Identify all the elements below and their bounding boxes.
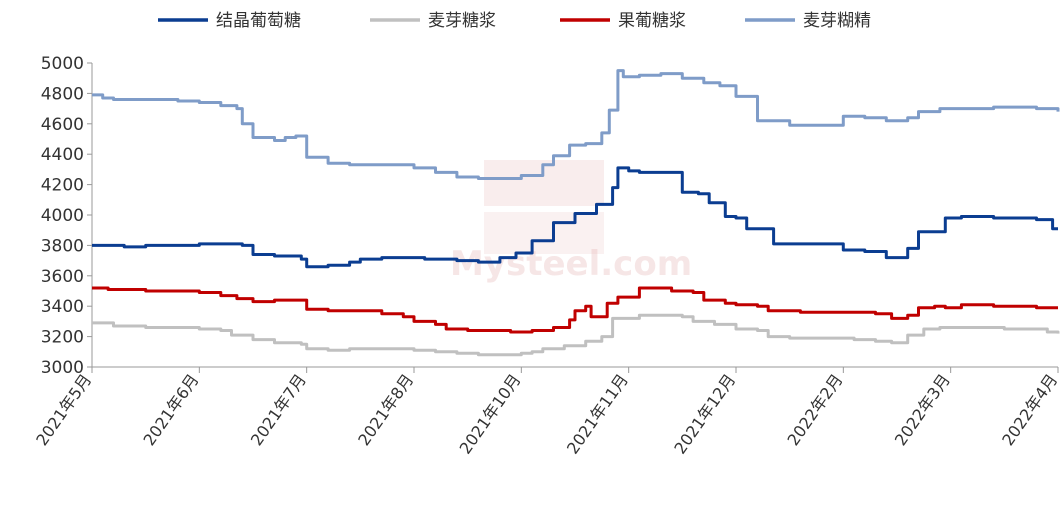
series-line-1 <box>92 313 1060 357</box>
x-tick-label: 2021年10月 <box>456 370 525 457</box>
series-group <box>92 69 1060 357</box>
y-tick-label: 3000 <box>41 358 84 378</box>
y-tick-label: 3400 <box>41 297 84 317</box>
x-tick-label: 2021年5月 <box>32 370 95 449</box>
legend-label-0: 结晶葡萄糖 <box>216 11 301 31</box>
x-axis: 2021年5月 2021年6月 2021年7月 2021年8月 2021年10月 2021… <box>32 366 1061 458</box>
series-line-2 <box>92 286 1058 334</box>
y-tick-label: 3600 <box>41 267 84 287</box>
series-line-0 <box>92 166 1058 269</box>
y-tick-label: 5000 <box>41 54 84 74</box>
x-tick-label: 2021年12月 <box>670 370 739 457</box>
y-tick-label: 4200 <box>41 176 84 196</box>
legend-label-2: 果葡糖浆 <box>618 11 686 31</box>
y-axis: 3000 3200 3400 3600 3800 4000 4200 4400 4600 4800… <box>41 54 93 378</box>
x-tick-label: 2021年6月 <box>139 370 202 449</box>
legend-label-1: 麦芽糖浆 <box>428 11 496 31</box>
legend: 结晶葡萄糖 麦芽糖浆 果葡糖浆 麦芽糊精 <box>158 11 871 31</box>
x-tick-label: 2022年3月 <box>891 370 954 449</box>
x-tick-label: 2022年4月 <box>998 370 1061 449</box>
y-tick-label: 4000 <box>41 206 84 226</box>
series-line-3 <box>92 69 1060 180</box>
x-tick-label: 2021年8月 <box>354 370 417 449</box>
y-tick-label: 3800 <box>41 236 84 256</box>
watermark-text: Mysteel.com <box>450 244 692 284</box>
x-tick-label: 2021年7月 <box>247 370 310 449</box>
legend-label-3: 麦芽糊精 <box>803 11 871 31</box>
x-tick-label: 2021年11月 <box>563 370 632 457</box>
y-tick-label: 4800 <box>41 84 84 104</box>
y-tick-label: 4400 <box>41 145 84 165</box>
y-tick-label: 3200 <box>41 328 84 348</box>
y-tick-label: 4600 <box>41 115 84 135</box>
x-tick-label: 2022年2月 <box>783 370 846 449</box>
